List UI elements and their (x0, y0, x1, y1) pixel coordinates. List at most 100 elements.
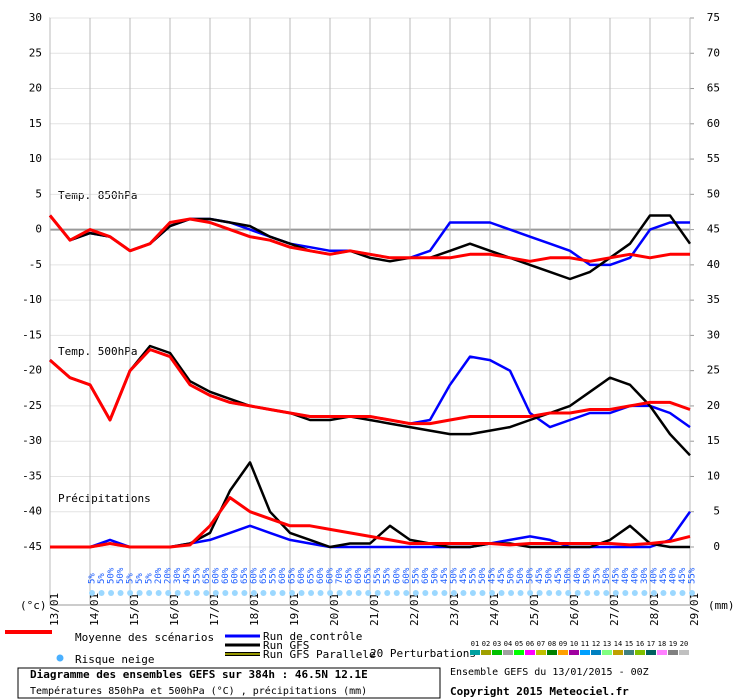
perturbation-number: 05 (515, 640, 523, 648)
snowflake (165, 590, 172, 596)
snow-risk-label: 50% (478, 567, 488, 584)
y2-tick-label: 20 (707, 399, 720, 412)
snowflake (679, 590, 686, 596)
legend-label: Moyenne des scénarios (75, 631, 214, 644)
snow-risk-label: 65% (240, 567, 250, 584)
perturbation-swatch (536, 650, 546, 655)
snow-risk-label: 5% (97, 573, 107, 584)
y2-tick-label: 75 (707, 11, 720, 24)
snowflake (431, 590, 438, 596)
snow-risk-label: 60% (402, 567, 412, 584)
y-tick-label: 25 (29, 46, 42, 59)
y2-tick-label: 0 (713, 540, 720, 553)
perturbation-swatch (558, 650, 568, 655)
snow-risk-label: 65% (345, 567, 355, 584)
snowflake (469, 590, 476, 596)
snowflake (136, 590, 143, 596)
perturbation-swatch (668, 650, 678, 655)
perturbation-number: 16 (636, 640, 644, 648)
snowflake (689, 590, 695, 596)
snow-risk-label: 65% (307, 567, 317, 584)
snowflake (250, 590, 257, 596)
perturbation-number: 03 (493, 640, 501, 648)
x-tick-label: 26/01 (568, 593, 581, 626)
perturbation-number: 20 (680, 640, 688, 648)
snow-risk-label: 65% (259, 567, 269, 584)
snow-risk-label: 60% (278, 567, 288, 584)
snow-risk-label: 50% (449, 567, 459, 584)
perturbation-swatch (679, 650, 689, 655)
snowflake (317, 590, 324, 596)
y-label: (°c) (20, 599, 47, 612)
series-line (48, 214, 690, 263)
perturbation-number: 09 (559, 640, 567, 648)
series-line (49, 348, 691, 426)
snowflake (127, 590, 134, 596)
snow-risk-label: 60% (326, 567, 336, 584)
snowflake (384, 590, 391, 596)
snowflake (231, 590, 238, 596)
perturbation-swatch (569, 650, 579, 655)
snowflake (298, 590, 305, 596)
x-tick-label: 20/01 (328, 593, 341, 626)
y2-tick-label: 5 (713, 505, 720, 518)
snow-risk-label: 5% (135, 573, 145, 584)
y-tick-label: -45 (22, 540, 42, 553)
perturbation-number: 07 (537, 640, 545, 648)
snow-risk-label: 65% (364, 567, 374, 584)
y2-tick-label: 50 (707, 187, 720, 200)
snow-risk-label: 45% (611, 567, 621, 584)
perturbation-swatch (514, 650, 524, 655)
y2-tick-label: 30 (707, 328, 720, 341)
snowflake (336, 590, 343, 596)
snowflake (441, 590, 448, 596)
snowflake (393, 590, 400, 596)
snow-risk-label: 45% (659, 567, 669, 584)
perturbation-number: 10 (570, 640, 578, 648)
y2-tick-label: 45 (707, 223, 720, 236)
snowflake (98, 590, 105, 596)
snow-risk-label: 5% (126, 573, 136, 584)
snowflake (508, 590, 515, 596)
snow-risk-label: 55% (411, 567, 421, 584)
snow-risk-label: 55% (373, 567, 383, 584)
snow-risk-label: 55% (192, 567, 202, 584)
snow-risk-title: Risque neige (75, 653, 154, 666)
x-tick-label: 28/01 (648, 593, 661, 626)
snowflake (403, 590, 410, 596)
x-tick-label: 21/01 (368, 593, 381, 626)
annotation: Précipitations (58, 492, 151, 505)
y-tick-label: 0 (35, 223, 42, 236)
y2-tick-label: 25 (707, 364, 720, 377)
snow-risk-label: 50% (602, 567, 612, 584)
snow-risk-label: 5% (145, 573, 155, 584)
perturbation-number: 15 (625, 640, 633, 648)
snow-risk-label: 45% (554, 567, 564, 584)
snow-risk-label: 50% (564, 567, 574, 584)
annotation: Temp. 850hPa (58, 189, 137, 202)
snow-risk-label: 70% (335, 567, 345, 584)
x-tick-label: 17/01 (208, 593, 221, 626)
snow-risk-label: 60% (297, 567, 307, 584)
snow-risk-label: 45% (678, 567, 688, 584)
snow-risk-label: 55% (383, 567, 393, 584)
snowflake (622, 590, 629, 596)
y-tick-label: -15 (22, 328, 42, 341)
snow-risk-label: 50% (516, 567, 526, 584)
footer-run: Ensemble GEFS du 13/01/2015 - 00Z (450, 667, 649, 678)
snowflake (631, 590, 638, 596)
perturbation-number: 11 (581, 640, 589, 648)
snowflake (489, 590, 495, 596)
snowflake (498, 590, 505, 596)
snowflake (450, 590, 457, 596)
snowflake (565, 590, 572, 596)
y2-tick-label: 70 (707, 46, 720, 59)
snowflake (260, 590, 267, 596)
snowflake (365, 590, 372, 596)
x-tick-label: 22/01 (408, 593, 421, 626)
perturbation-swatch (481, 650, 491, 655)
snow-risk-label: 40% (668, 567, 678, 584)
snow-risk-label: 40% (630, 567, 640, 584)
x-tick-label: 29/01 (688, 593, 701, 626)
snowflake (650, 590, 657, 596)
